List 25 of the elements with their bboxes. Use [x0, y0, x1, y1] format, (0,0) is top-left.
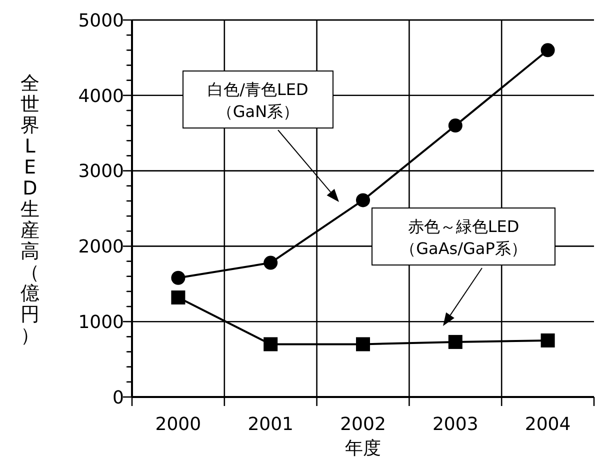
- y-tick-label: 5000: [78, 10, 124, 32]
- y-tick-label: 1000: [78, 312, 124, 333]
- x-tick-label: 2003: [432, 414, 478, 435]
- annotation: 赤色～緑色LED （GaAs/GaP系）: [400, 217, 527, 258]
- point: [171, 290, 186, 304]
- y-tick-label: 3000: [78, 161, 124, 182]
- point: [448, 118, 462, 133]
- point: [264, 337, 278, 352]
- text: 全世界LED生産高（億円）: [20, 72, 40, 346]
- y-tick-label: 0: [112, 387, 124, 408]
- annotation: 白色/青色LED （GaN系）: [208, 80, 308, 121]
- y-tick-label: 2000: [78, 236, 124, 258]
- y-tick-label: 4000: [78, 86, 124, 107]
- point: [356, 193, 370, 208]
- x-tick-label: 2000: [155, 414, 202, 435]
- point: [540, 43, 555, 58]
- point: [540, 333, 555, 348]
- point: [171, 270, 186, 285]
- x-tick-label: 2001: [248, 414, 294, 435]
- point: [356, 337, 370, 352]
- point: [448, 334, 462, 349]
- x-axis-title: 年度: [345, 438, 381, 459]
- x-tick-label: 2004: [524, 414, 571, 435]
- point: [264, 256, 278, 270]
- x-tick-label: 2002: [340, 414, 386, 435]
